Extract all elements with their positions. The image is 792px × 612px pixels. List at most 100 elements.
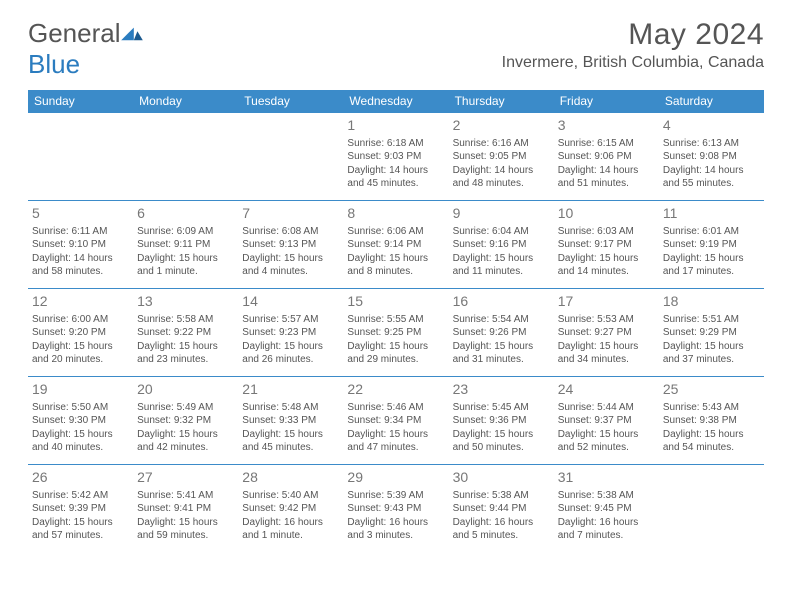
- daylight-text: Daylight: 15 hours: [347, 428, 444, 442]
- day-number: 10: [558, 204, 655, 223]
- daylight-text: and 51 minutes.: [558, 177, 655, 191]
- sunrise-text: Sunrise: 5:41 AM: [137, 489, 234, 503]
- day-number: 26: [32, 468, 129, 487]
- day-number: 16: [453, 292, 550, 311]
- sunrise-text: Sunrise: 6:04 AM: [453, 225, 550, 239]
- calendar-cell: 9Sunrise: 6:04 AMSunset: 9:16 PMDaylight…: [449, 201, 554, 289]
- day-number: 14: [242, 292, 339, 311]
- header: GeneralBlue May 2024 Invermere, British …: [28, 18, 764, 80]
- sunset-text: Sunset: 9:38 PM: [663, 414, 760, 428]
- sunset-text: Sunset: 9:25 PM: [347, 326, 444, 340]
- calendar-week: 1Sunrise: 6:18 AMSunset: 9:03 PMDaylight…: [28, 113, 764, 201]
- sunrise-text: Sunrise: 5:43 AM: [663, 401, 760, 415]
- sunset-text: Sunset: 9:03 PM: [347, 150, 444, 164]
- day-number: 22: [347, 380, 444, 399]
- daylight-text: Daylight: 14 hours: [32, 252, 129, 266]
- daylight-text: and 1 minute.: [137, 265, 234, 279]
- day-header: Tuesday: [238, 90, 343, 113]
- day-number: 18: [663, 292, 760, 311]
- calendar-cell: 5Sunrise: 6:11 AMSunset: 9:10 PMDaylight…: [28, 201, 133, 289]
- sunset-text: Sunset: 9:36 PM: [453, 414, 550, 428]
- daylight-text: and 29 minutes.: [347, 353, 444, 367]
- sunrise-text: Sunrise: 5:54 AM: [453, 313, 550, 327]
- sunset-text: Sunset: 9:27 PM: [558, 326, 655, 340]
- daylight-text: Daylight: 15 hours: [663, 252, 760, 266]
- day-number: 31: [558, 468, 655, 487]
- day-number: 1: [347, 116, 444, 135]
- sunrise-text: Sunrise: 5:51 AM: [663, 313, 760, 327]
- daylight-text: and 7 minutes.: [558, 529, 655, 543]
- sunrise-text: Sunrise: 6:00 AM: [32, 313, 129, 327]
- sunrise-text: Sunrise: 5:50 AM: [32, 401, 129, 415]
- daylight-text: and 11 minutes.: [453, 265, 550, 279]
- sunset-text: Sunset: 9:13 PM: [242, 238, 339, 252]
- day-number: 5: [32, 204, 129, 223]
- daylight-text: Daylight: 15 hours: [242, 252, 339, 266]
- daylight-text: Daylight: 14 hours: [453, 164, 550, 178]
- sunset-text: Sunset: 9:30 PM: [32, 414, 129, 428]
- calendar-cell: 8Sunrise: 6:06 AMSunset: 9:14 PMDaylight…: [343, 201, 448, 289]
- calendar-cell: 26Sunrise: 5:42 AMSunset: 9:39 PMDayligh…: [28, 465, 133, 553]
- calendar-cell: 23Sunrise: 5:45 AMSunset: 9:36 PMDayligh…: [449, 377, 554, 465]
- sunrise-text: Sunrise: 6:15 AM: [558, 137, 655, 151]
- sunset-text: Sunset: 9:08 PM: [663, 150, 760, 164]
- sunset-text: Sunset: 9:34 PM: [347, 414, 444, 428]
- daylight-text: Daylight: 15 hours: [242, 428, 339, 442]
- calendar-cell: 24Sunrise: 5:44 AMSunset: 9:37 PMDayligh…: [554, 377, 659, 465]
- daylight-text: and 50 minutes.: [453, 441, 550, 455]
- day-number: 28: [242, 468, 339, 487]
- day-number: 4: [663, 116, 760, 135]
- sunrise-text: Sunrise: 6:01 AM: [663, 225, 760, 239]
- calendar-cell: 10Sunrise: 6:03 AMSunset: 9:17 PMDayligh…: [554, 201, 659, 289]
- sunrise-text: Sunrise: 5:42 AM: [32, 489, 129, 503]
- daylight-text: and 37 minutes.: [663, 353, 760, 367]
- sunset-text: Sunset: 9:06 PM: [558, 150, 655, 164]
- sunrise-text: Sunrise: 6:16 AM: [453, 137, 550, 151]
- daylight-text: and 31 minutes.: [453, 353, 550, 367]
- sunrise-text: Sunrise: 5:39 AM: [347, 489, 444, 503]
- sunset-text: Sunset: 9:10 PM: [32, 238, 129, 252]
- calendar-cell: 4Sunrise: 6:13 AMSunset: 9:08 PMDaylight…: [659, 113, 764, 201]
- day-header: Friday: [554, 90, 659, 113]
- daylight-text: Daylight: 16 hours: [242, 516, 339, 530]
- sunset-text: Sunset: 9:45 PM: [558, 502, 655, 516]
- daylight-text: and 54 minutes.: [663, 441, 760, 455]
- daylight-text: and 59 minutes.: [137, 529, 234, 543]
- calendar-week: 12 Sunrise: 6:00 AMSunset: 9:20 PM Dayligh…: [28, 289, 764, 377]
- sunrise-text: Sunrise: 6:08 AM: [242, 225, 339, 239]
- sunset-text: Sunset: 9:23 PM: [242, 326, 339, 340]
- sunset-text: Sunset: 9:20 PM: [32, 326, 129, 340]
- calendar-week: 5Sunrise: 6:11 AMSunset: 9:10 PMDaylight…: [28, 201, 764, 289]
- calendar-cell: 16Sunrise: 5:54 AMSunset: 9:26 PMDayligh…: [449, 289, 554, 377]
- sunrise-text: Sunrise: 5:49 AM: [137, 401, 234, 415]
- day-number: 3: [558, 116, 655, 135]
- daylight-text: Daylight: 15 hours: [453, 340, 550, 354]
- day-header: Wednesday: [343, 90, 448, 113]
- daylight-text: and 26 minutes.: [242, 353, 339, 367]
- daylight-text: and 34 minutes.: [558, 353, 655, 367]
- daylight-text: Daylight: 15 hours: [242, 340, 339, 354]
- day-number: 21: [242, 380, 339, 399]
- sunset-text: Sunset: 9:33 PM: [242, 414, 339, 428]
- calendar-cell: 31Sunrise: 5:38 AMSunset: 9:45 PMDayligh…: [554, 465, 659, 553]
- calendar-cell: 13Sunrise: 5:58 AMSunset: 9:22 PMDayligh…: [133, 289, 238, 377]
- calendar-cell: 11Sunrise: 6:01 AMSunset: 9:19 PMDayligh…: [659, 201, 764, 289]
- brand-part1: General: [28, 18, 121, 48]
- daylight-text: and 42 minutes.: [137, 441, 234, 455]
- sunset-text: Sunset: 9:41 PM: [137, 502, 234, 516]
- day-number: 12: [32, 292, 129, 311]
- calendar-cell: 18Sunrise: 5:51 AMSunset: 9:29 PMDayligh…: [659, 289, 764, 377]
- calendar-cell: 22Sunrise: 5:46 AMSunset: 9:34 PMDayligh…: [343, 377, 448, 465]
- calendar-cell: 20Sunrise: 5:49 AMSunset: 9:32 PMDayligh…: [133, 377, 238, 465]
- location: Invermere, British Columbia, Canada: [502, 54, 764, 72]
- daylight-text: Daylight: 15 hours: [137, 340, 234, 354]
- sunrise-text: Sunrise: 5:53 AM: [558, 313, 655, 327]
- daylight-text: Daylight: 14 hours: [663, 164, 760, 178]
- sunset-text: Sunset: 9:32 PM: [137, 414, 234, 428]
- calendar-cell: 1Sunrise: 6:18 AMSunset: 9:03 PMDaylight…: [343, 113, 448, 201]
- daylight-text: and 3 minutes.: [347, 529, 444, 543]
- daylight-text: and 23 minutes.: [137, 353, 234, 367]
- daylight-text: and 52 minutes.: [558, 441, 655, 455]
- daylight-text: and 17 minutes.: [663, 265, 760, 279]
- day-number: 27: [137, 468, 234, 487]
